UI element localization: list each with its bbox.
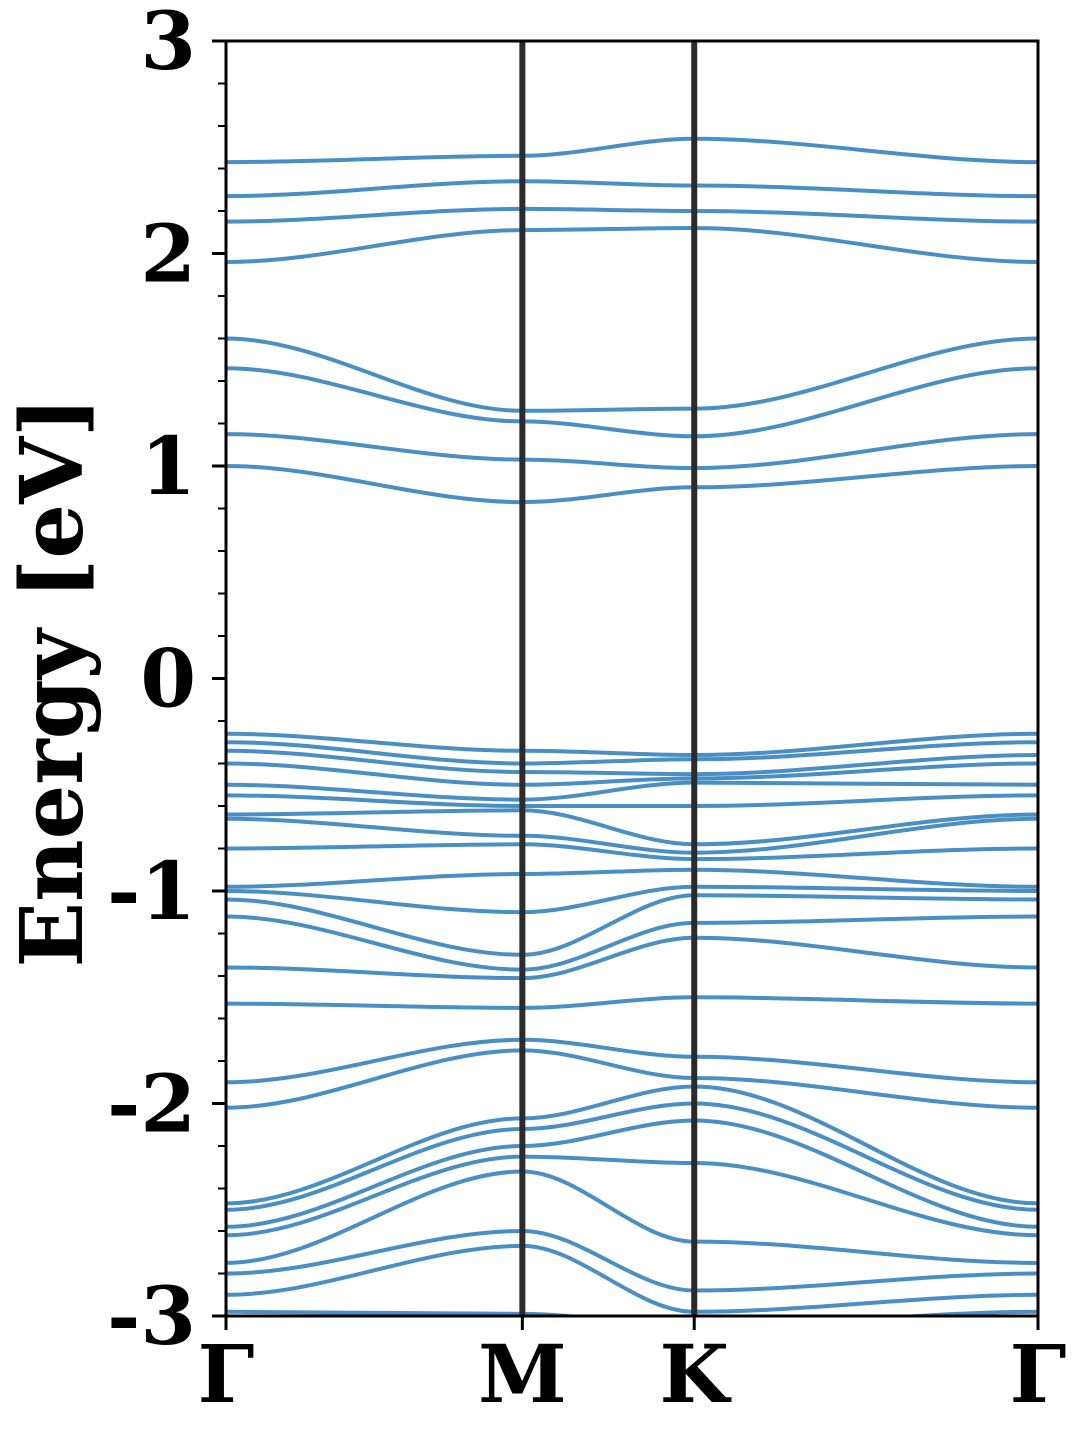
y-tick-label: 2: [140, 207, 196, 301]
y-tick-label: 1: [140, 419, 196, 513]
band-29: [226, 1154, 1038, 1238]
band-22: [226, 935, 1038, 981]
band-19: [226, 884, 1038, 915]
band-15: [226, 808, 1038, 847]
band-10: [226, 740, 1038, 766]
kpoint-dividers: [519, 41, 698, 1316]
band-16: [226, 816, 1038, 855]
band-5: [226, 336, 1038, 413]
band-13: [226, 780, 1038, 802]
band-3: [226, 206, 1038, 224]
kpoint-label-K: K: [659, 1327, 731, 1421]
kpoint-label-Γ: Γ: [1010, 1327, 1067, 1421]
band-14: [226, 793, 1038, 809]
band-24: [226, 1037, 1038, 1085]
band-12: [226, 761, 1038, 787]
band-11: [226, 748, 1038, 777]
y-tick-label: 0: [140, 632, 196, 726]
band-1: [226, 136, 1038, 165]
band-8: [226, 464, 1038, 505]
band-32: [226, 1243, 1038, 1314]
band-7: [226, 432, 1038, 471]
band-30: [226, 1169, 1038, 1265]
y-tick-label: -2: [107, 1057, 196, 1151]
band-18: [226, 867, 1038, 889]
kpoint-label-M: M: [478, 1327, 567, 1421]
band-4: [226, 226, 1038, 264]
band-23: [226, 995, 1038, 1010]
band-31: [226, 1229, 1038, 1293]
y-tick-label: -1: [107, 844, 196, 938]
y-tick-label: 3: [140, 0, 196, 88]
band-26: [226, 1084, 1038, 1206]
y-tick-label: -3: [107, 1269, 196, 1363]
band-2: [226, 179, 1038, 199]
band-33: [226, 1309, 1038, 1316]
band-9: [226, 731, 1038, 757]
band-27: [226, 1101, 1038, 1212]
y-axis-label: Energy [eV]: [2, 397, 103, 968]
kpoint-label-Γ: Γ: [198, 1327, 255, 1421]
band-21: [226, 914, 1038, 972]
band-17: [226, 842, 1038, 862]
bands-layer: [226, 136, 1038, 1316]
plot-frame: [224, 39, 1040, 1318]
band-20: [226, 893, 1038, 957]
band-6: [226, 366, 1038, 439]
y-axis: -3 -2 -1 0 1 2 3: [107, 0, 226, 1363]
band-28: [226, 1118, 1038, 1229]
band-25: [226, 1048, 1038, 1110]
